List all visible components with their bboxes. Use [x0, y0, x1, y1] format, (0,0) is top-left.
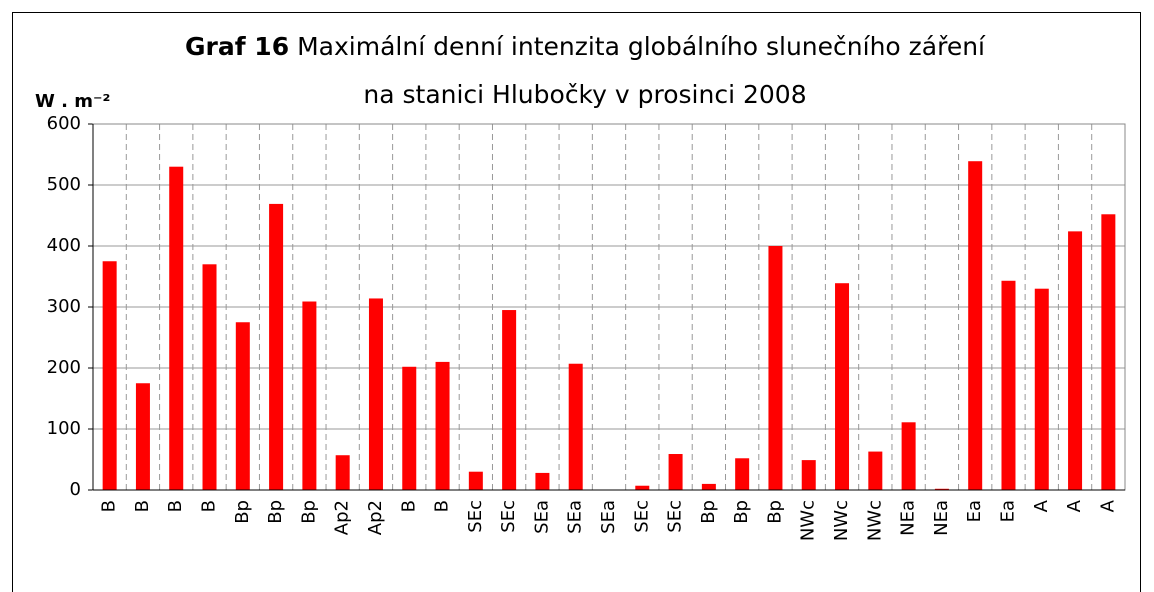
bar [135, 383, 150, 490]
x-tick-label: Bp [731, 500, 752, 524]
bar [335, 455, 350, 490]
bar [868, 451, 883, 490]
y-tick-label: 400 [47, 235, 81, 256]
bar [934, 488, 949, 490]
y-axis-label: W . m⁻² [35, 91, 110, 112]
x-tick-label: A [1097, 499, 1118, 512]
y-tick-label: 500 [47, 174, 81, 195]
y-tick-label: 200 [47, 357, 81, 378]
x-tick-label: Ap2 [365, 500, 386, 535]
bar [968, 161, 983, 490]
bar [768, 246, 783, 490]
title-label: Graf 16 [185, 32, 289, 61]
bar [235, 322, 250, 490]
bar [835, 283, 850, 490]
bar [701, 483, 716, 490]
y-tick-label: 0 [70, 479, 81, 500]
bar [735, 458, 750, 490]
bar [269, 203, 284, 490]
bar [169, 166, 184, 490]
bar [1001, 280, 1016, 490]
x-tick-label: Bp [764, 500, 785, 524]
x-tick-label: B [132, 500, 153, 512]
bar [1101, 214, 1116, 490]
x-tick-label: A [1031, 499, 1052, 512]
y-tick-label: 300 [47, 296, 81, 317]
x-tick-label: Bp [298, 500, 319, 524]
x-tick-label: Bp [232, 500, 253, 524]
x-tick-label: Ea [964, 500, 985, 522]
x-tick-label: SEc [465, 500, 486, 533]
bar [1068, 231, 1083, 491]
x-tick-label: Ea [997, 500, 1018, 522]
x-tick-label: NWc [798, 500, 819, 541]
bar [468, 471, 483, 490]
x-tick-label: A [1064, 499, 1085, 512]
chart-frame [12, 12, 1141, 592]
bar [202, 264, 217, 490]
bar [502, 310, 517, 490]
x-tick-label: B [165, 500, 186, 512]
bar [901, 422, 916, 490]
x-tick-label: NEa [931, 500, 952, 536]
bar [801, 460, 816, 490]
chart-title: Graf 16 Maximální denní intenzita globáln… [185, 32, 986, 61]
bar [568, 363, 583, 490]
bar [535, 472, 550, 490]
x-tick-label: SEa [531, 500, 552, 534]
bar [402, 366, 417, 490]
x-tick-label: NEa [898, 500, 919, 536]
bar [635, 485, 650, 490]
x-tick-label: B [199, 500, 220, 512]
x-tick-label: B [398, 500, 419, 512]
bar [102, 261, 117, 490]
y-tick-label: 100 [47, 418, 81, 439]
x-tick-label: Bp [698, 500, 719, 524]
bar [1034, 288, 1049, 490]
x-tick-label: SEa [565, 500, 586, 534]
x-tick-label: Ap2 [332, 500, 353, 535]
title-line: Maximální denní intenzita globálního slu… [297, 32, 986, 61]
x-tick-label: B [99, 500, 120, 512]
x-tick-label: SEa [598, 500, 619, 534]
bar [368, 298, 383, 490]
x-tick-label: B [432, 500, 453, 512]
bar [435, 361, 450, 490]
x-tick-label: SEc [665, 500, 686, 533]
x-tick-label: SEc [498, 500, 519, 533]
x-tick-label: SEc [631, 500, 652, 533]
x-tick-label: NWc [831, 500, 852, 541]
bar [668, 454, 683, 490]
x-tick-label: NWc [864, 500, 885, 541]
bar [302, 301, 317, 490]
y-tick-label: 600 [47, 113, 81, 134]
chart-title: na stanici Hlubočky v prosinci 2008 [363, 80, 806, 109]
x-tick-label: Bp [265, 500, 286, 524]
